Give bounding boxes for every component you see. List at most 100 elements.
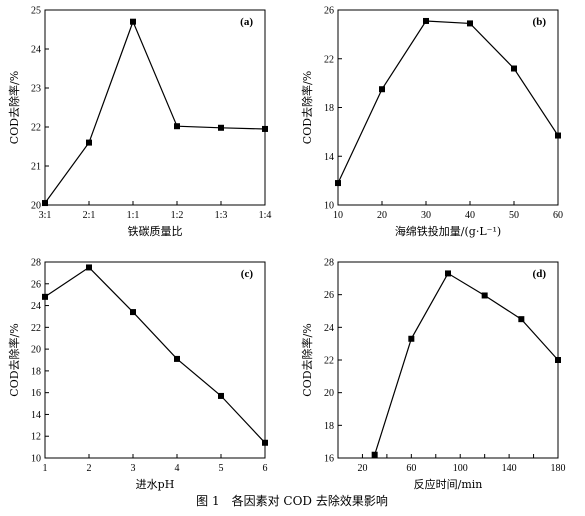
x-axis-title: 进水pH (136, 478, 175, 491)
plot-frame (337, 9, 559, 206)
chart-panel-1: 10 14 18 22 26 10 20 30 40 50 60 (b) 海绵铁投加量/(g·L⁻¹) C… (300, 6, 563, 239)
x-tick-label: 3 (131, 463, 136, 474)
x-axis-title: 铁碳质量比 (128, 224, 183, 238)
x-tick-label: 40 (465, 210, 475, 221)
data-point (218, 392, 224, 399)
panel-tag: (b) (533, 16, 547, 28)
x-tick-label: 20 (357, 463, 367, 474)
data-point (371, 451, 378, 458)
data-point (130, 18, 136, 25)
data-point (130, 309, 136, 316)
data-point (262, 125, 268, 132)
data-point (42, 200, 48, 207)
y-axis-title: COD去除率/% (7, 323, 21, 396)
plot-frame (337, 261, 559, 459)
y-tick-label: 22 (31, 123, 41, 134)
y-tick-label: 24 (31, 301, 41, 312)
x-tick-label: 140 (502, 463, 517, 474)
data-point (511, 65, 517, 72)
data-point (335, 180, 341, 187)
chart-panel-0: 20 21 22 23 24 25 3:1 2:1 1:1 1:2 1:3 1:4 (a) 铁碳质量比 CO… (7, 6, 271, 239)
x-tick-label: 4 (175, 463, 180, 474)
y-tick-label: 26 (324, 6, 334, 17)
y-tick-label: 22 (31, 323, 41, 334)
y-tick-label: 14 (31, 410, 41, 421)
x-tick-label: 1:2 (171, 210, 184, 221)
panel-tag: (d) (533, 268, 547, 280)
y-tick-label: 20 (324, 388, 334, 399)
data-point (467, 20, 473, 27)
x-tick-label: 60 (406, 463, 416, 474)
y-tick-label: 16 (31, 388, 41, 399)
y-tick-label: 22 (324, 54, 334, 65)
y-axis-title: COD去除率/% (300, 323, 314, 396)
x-tick-label: 1:1 (127, 210, 140, 221)
y-axis-title: COD去除率/% (300, 71, 314, 144)
y-tick-label: 18 (324, 103, 334, 114)
data-point (423, 17, 429, 24)
y-tick-label: 26 (31, 279, 41, 290)
x-tick-label: 30 (421, 210, 431, 221)
x-tick-label: 180 (551, 463, 566, 474)
data-point (445, 270, 451, 277)
x-tick-label: 2 (87, 463, 92, 474)
data-point (174, 355, 180, 362)
x-tick-label: 1 (43, 463, 48, 474)
y-tick-label: 18 (31, 366, 41, 377)
data-point (42, 293, 48, 300)
data-point (555, 132, 561, 139)
y-tick-label: 22 (324, 356, 334, 367)
y-tick-label: 24 (324, 323, 334, 334)
series-line (374, 272, 559, 455)
y-axis-title: COD去除率/% (7, 71, 21, 144)
data-point (555, 357, 561, 363)
y-tick-label: 14 (324, 152, 334, 163)
series-line (337, 20, 559, 184)
x-tick-label: 1:3 (215, 210, 228, 221)
y-tick-label: 16 (324, 454, 334, 465)
y-tick-label: 26 (324, 290, 334, 301)
y-tick-label: 20 (31, 201, 41, 212)
y-tick-label: 21 (31, 162, 41, 173)
data-point (518, 316, 525, 323)
x-tick-label: 10 (333, 210, 343, 221)
x-tick-label: 5 (219, 463, 224, 474)
y-tick-label: 12 (31, 432, 41, 443)
y-tick-label: 28 (324, 258, 334, 269)
data-point (408, 335, 415, 342)
series-line (44, 20, 266, 204)
y-tick-label: 20 (31, 345, 41, 356)
y-tick-label: 10 (31, 454, 41, 465)
chart-panel-3: 16 18 20 22 24 26 28 20 60 100 140 180 (d) 反应时间/min CO… (300, 258, 566, 492)
y-tick-label: 10 (324, 201, 334, 212)
data-point (262, 439, 268, 446)
x-tick-label: 2:1 (83, 210, 96, 221)
plot-frame (44, 9, 266, 206)
x-tick-label: 50 (509, 210, 519, 221)
y-tick-label: 18 (324, 421, 334, 432)
data-point (481, 292, 488, 299)
y-tick-label: 23 (31, 84, 41, 95)
data-point (86, 264, 92, 271)
data-point (218, 124, 224, 131)
x-tick-label: 1:4 (259, 210, 272, 221)
data-point (379, 86, 385, 93)
y-tick-label: 25 (31, 6, 41, 17)
panel-tag: (c) (241, 268, 254, 280)
y-tick-label: 24 (31, 45, 41, 56)
series-line (44, 266, 266, 444)
x-tick-label: 3:1 (39, 210, 52, 221)
data-point (86, 139, 92, 146)
x-tick-label: 20 (377, 210, 387, 221)
x-axis-title: 海绵铁投加量/(g·L⁻¹) (395, 224, 501, 238)
x-axis-title: 反应时间/min (414, 477, 483, 491)
x-tick-label: 100 (453, 463, 468, 474)
figure-caption: 图 1 各因素对 COD 去除效果影响 (196, 493, 388, 508)
panel-tag: (a) (240, 16, 253, 28)
x-tick-label: 60 (553, 210, 563, 221)
plot-frame (44, 261, 266, 459)
y-tick-label: 28 (31, 258, 41, 269)
x-tick-label: 6 (263, 463, 268, 474)
